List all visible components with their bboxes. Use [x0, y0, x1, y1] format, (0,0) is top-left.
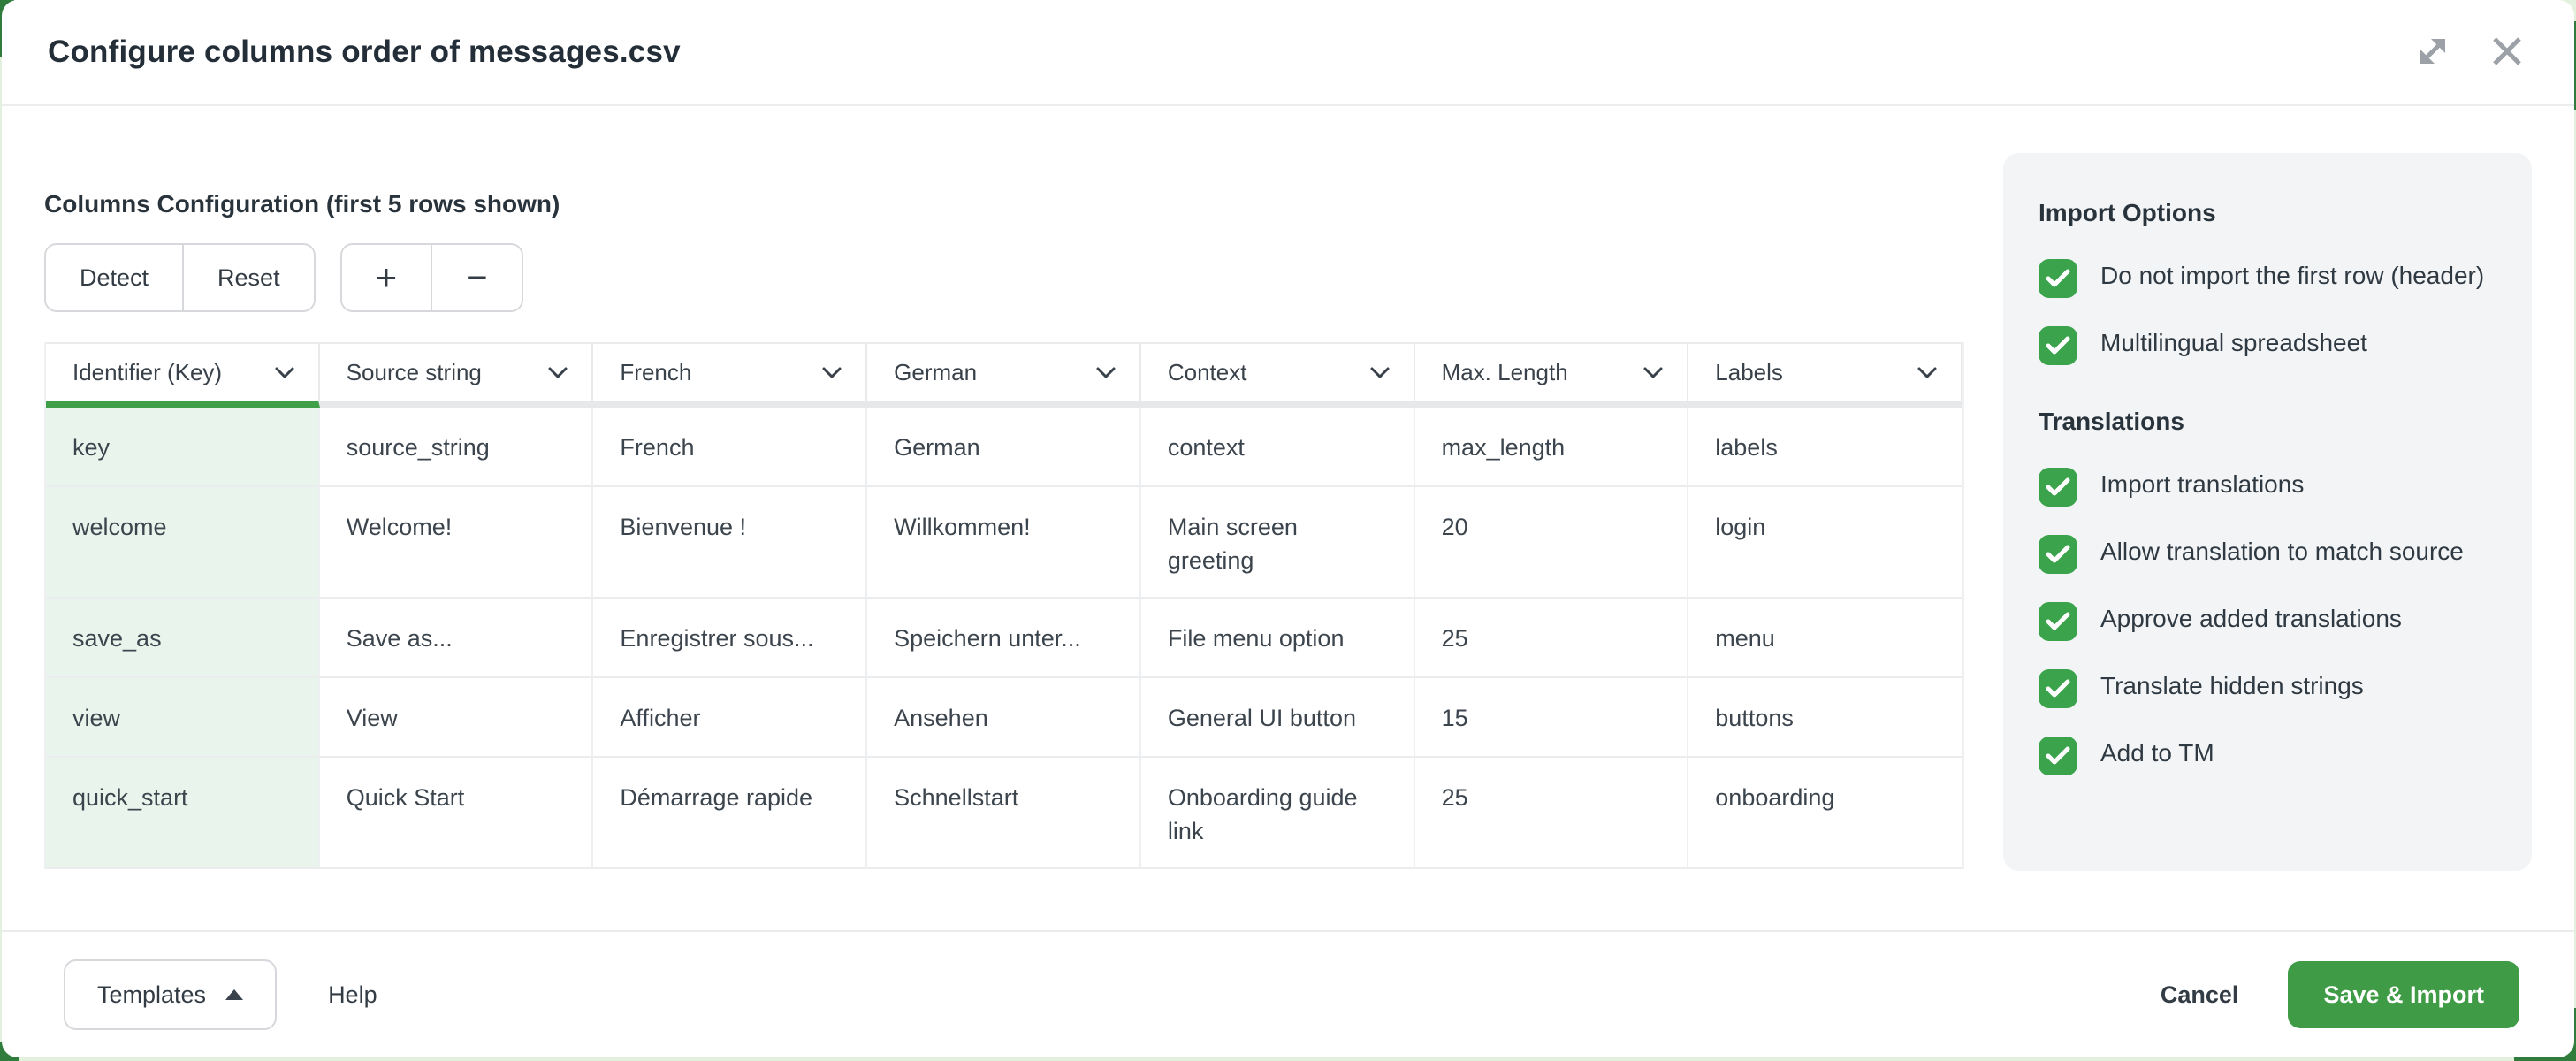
table-cell: File menu option — [1140, 599, 1415, 678]
import-options-panel: Import Options Do not import the first r… — [2003, 153, 2532, 871]
table-cell: 25 — [1414, 758, 1689, 869]
expand-icon — [2413, 32, 2452, 73]
table-cell: menu — [1688, 599, 1962, 678]
checkbox-checked-icon — [2039, 326, 2077, 365]
table-cell: Speichern unter... — [867, 599, 1141, 678]
table-cell: French — [593, 408, 868, 487]
table-cell: 25 — [1414, 599, 1689, 678]
save-and-import-button[interactable]: Save & Import — [2288, 961, 2519, 1028]
checkbox-checked-icon — [2039, 669, 2077, 708]
chevron-down-icon — [274, 359, 295, 386]
table-cell: key — [46, 408, 320, 487]
help-link[interactable]: Help — [328, 981, 377, 1008]
table-cell: view — [46, 678, 320, 758]
table-cell: Enregistrer sous... — [593, 599, 868, 678]
templates-button[interactable]: Templates — [64, 959, 278, 1030]
table-cell: Willkommen! — [867, 487, 1141, 599]
dialog-title: Configure columns order of messages.csv — [48, 34, 681, 69]
table-cell: labels — [1688, 408, 1962, 487]
table-cell: quick_start — [46, 758, 320, 869]
checkbox-approve-added-translations[interactable]: Approve added translations — [2039, 600, 2496, 641]
table-cell: save_as — [46, 599, 320, 678]
table-cell: Bienvenue ! — [593, 487, 868, 599]
column-header-max-length[interactable]: Max. Length — [1414, 342, 1689, 408]
table-cell: Ansehen — [867, 678, 1141, 758]
column-header-german[interactable]: German — [867, 342, 1141, 408]
column-header-source-string[interactable]: Source string — [319, 342, 594, 408]
column-header-context[interactable]: Context — [1140, 342, 1415, 408]
checkbox-checked-icon — [2039, 737, 2077, 775]
dialog-footer: Templates Help Cancel Save & Import — [2, 930, 2574, 1057]
table-cell: login — [1688, 487, 1962, 599]
table-cell: General UI button — [1140, 678, 1415, 758]
columns-configuration-section: Columns Configuration (first 5 rows show… — [44, 153, 1964, 930]
reset-button[interactable]: Reset — [182, 245, 314, 310]
column-header-identifier[interactable]: Identifier (Key) — [46, 342, 320, 408]
table-cell: onboarding — [1688, 758, 1962, 869]
checkbox-checked-icon — [2039, 468, 2077, 507]
chevron-down-icon — [1642, 359, 1664, 386]
chevron-down-icon — [1369, 359, 1391, 386]
caret-up-icon — [225, 989, 244, 1000]
table-cell: welcome — [46, 487, 320, 599]
table-cell: 20 — [1414, 487, 1689, 599]
translations-heading: Translations — [2039, 408, 2184, 435]
checkbox-multilingual-spreadsheet[interactable]: Multilingual spreadsheet — [2039, 324, 2496, 365]
table-cell: Afficher — [593, 678, 868, 758]
table-cell: Onboarding guide link — [1140, 758, 1415, 869]
table-cell: German — [867, 408, 1141, 487]
table-cell: Démarrage rapide — [593, 758, 868, 869]
cancel-button[interactable]: Cancel — [2160, 981, 2239, 1008]
remove-column-button[interactable]: − — [431, 245, 522, 310]
columns-preview-table: Identifier (Key) Source string French Ge… — [44, 342, 1964, 869]
table-cell: buttons — [1688, 678, 1962, 758]
table-cell: source_string — [319, 408, 594, 487]
dialog-header: Configure columns order of messages.csv — [2, 0, 2574, 106]
checkbox-checked-icon — [2039, 535, 2077, 574]
close-icon — [2489, 34, 2525, 72]
table-cell: Save as... — [319, 599, 594, 678]
add-remove-group: + − — [339, 243, 523, 312]
table-cell: Quick Start — [319, 758, 594, 869]
detect-reset-group: Detect Reset — [44, 243, 316, 312]
table-cell: View — [319, 678, 594, 758]
checkbox-checked-icon — [2039, 602, 2077, 641]
column-header-labels[interactable]: Labels — [1688, 342, 1962, 408]
table-cell: max_length — [1414, 408, 1689, 487]
expand-button[interactable] — [2412, 31, 2454, 73]
checkbox-translate-hidden-strings[interactable]: Translate hidden strings — [2039, 668, 2496, 708]
checkbox-checked-icon — [2039, 259, 2077, 298]
table-toolbar: Detect Reset + − — [44, 243, 1964, 312]
chevron-down-icon — [821, 359, 842, 386]
checkbox-add-to-tm[interactable]: Add to TM — [2039, 735, 2496, 775]
columns-configuration-heading: Columns Configuration (first 5 rows show… — [44, 190, 560, 218]
detect-button[interactable]: Detect — [46, 245, 183, 310]
checkbox-allow-translation-match-source[interactable]: Allow translation to match source — [2039, 533, 2496, 574]
table-cell: Schnellstart — [867, 758, 1141, 869]
chevron-down-icon — [1917, 359, 1938, 386]
import-options-heading: Import Options — [2039, 199, 2216, 226]
checkbox-import-translations[interactable]: Import translations — [2039, 466, 2496, 507]
chevron-down-icon — [547, 359, 568, 386]
close-button[interactable] — [2486, 31, 2528, 73]
table-cell: Welcome! — [319, 487, 594, 599]
chevron-down-icon — [1095, 359, 1117, 386]
column-header-french[interactable]: French — [593, 342, 868, 408]
table-cell: Main screen greeting — [1140, 487, 1415, 599]
checkbox-do-not-import-first-row[interactable]: Do not import the first row (header) — [2039, 257, 2496, 298]
table-cell: 15 — [1414, 678, 1689, 758]
table-cell: context — [1140, 408, 1415, 487]
add-column-button[interactable]: + — [341, 245, 431, 310]
